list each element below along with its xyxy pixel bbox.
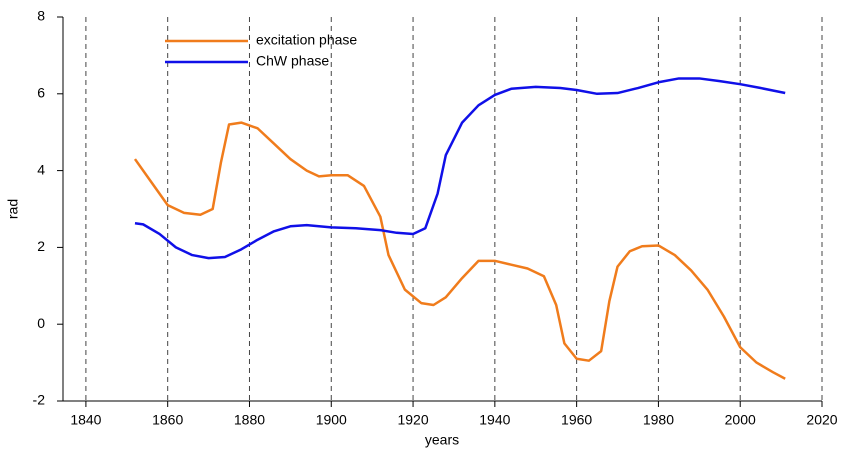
x-tick-label: 1880 xyxy=(234,412,265,428)
legend-label: excitation phase xyxy=(256,32,357,48)
x-tick-label: 1860 xyxy=(152,412,183,428)
x-tick-label: 2020 xyxy=(806,412,837,428)
data-line xyxy=(133,121,786,380)
y-tick-label: 4 xyxy=(37,161,45,177)
y-tick-label: 0 xyxy=(37,315,45,331)
y-tick-label: 8 xyxy=(37,8,45,24)
x-tick-label: 1900 xyxy=(316,412,347,428)
x-tick-label: 1940 xyxy=(479,412,510,428)
x-tick-label: 1920 xyxy=(397,412,428,428)
x-tick-label: 1960 xyxy=(561,412,592,428)
x-axis-label: years xyxy=(425,432,459,448)
y-tick-label: 6 xyxy=(37,85,45,101)
x-tick-label: 1840 xyxy=(70,412,101,428)
x-tick-label: 1980 xyxy=(643,412,674,428)
x-tick-label: 2000 xyxy=(725,412,756,428)
data-line xyxy=(134,77,786,260)
y-axis-label: rad xyxy=(5,199,21,219)
y-tick-label: 2 xyxy=(37,238,45,254)
y-tick-label: -2 xyxy=(33,392,46,408)
legend-label: ChW phase xyxy=(256,53,329,69)
